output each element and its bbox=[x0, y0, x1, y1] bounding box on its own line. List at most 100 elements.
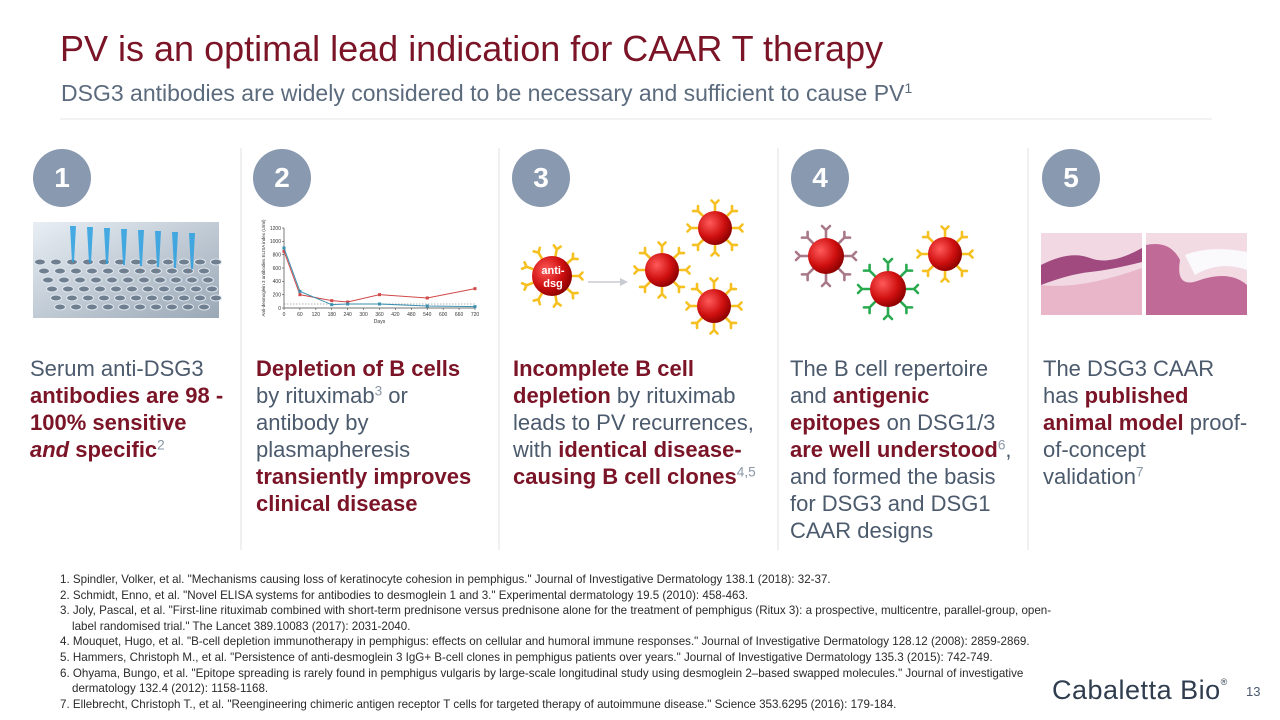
data-point bbox=[330, 299, 334, 303]
antibody bbox=[552, 244, 563, 258]
antibody bbox=[921, 264, 935, 278]
antibody bbox=[520, 281, 535, 292]
antibody bbox=[899, 263, 914, 278]
data-point bbox=[378, 302, 381, 306]
well bbox=[138, 276, 150, 284]
b-cell bbox=[808, 238, 844, 274]
x-tick-label: 600 bbox=[439, 312, 448, 318]
pipette-tip bbox=[87, 227, 93, 263]
data-point bbox=[473, 287, 477, 291]
antibody-diagram bbox=[520, 199, 974, 335]
footnote: 3. Joly, Pascal, et al. "First-line ritu… bbox=[60, 604, 1052, 633]
well bbox=[122, 276, 134, 284]
x-tick-label: 420 bbox=[391, 312, 400, 318]
antibody bbox=[686, 223, 700, 233]
antibody bbox=[710, 199, 720, 213]
well bbox=[178, 294, 190, 302]
step-number: 5 bbox=[1063, 162, 1079, 193]
footnote: 6. Ohyama, Bungo, et al. "Epitope spread… bbox=[60, 666, 1024, 696]
antibody bbox=[657, 285, 667, 299]
pipette-tip bbox=[104, 228, 110, 264]
reference: 2 bbox=[157, 437, 165, 453]
well bbox=[198, 303, 210, 311]
footnote: 4. Mouquet, Hugo, et al. "B-cell depleti… bbox=[60, 635, 1030, 649]
antibody bbox=[532, 246, 544, 260]
well bbox=[38, 267, 50, 275]
data-point bbox=[425, 304, 429, 308]
well bbox=[150, 303, 162, 311]
antibody bbox=[566, 252, 579, 265]
logo: Cabaletta Bio® bbox=[1052, 675, 1228, 706]
well bbox=[202, 276, 214, 284]
antibody bbox=[820, 224, 832, 240]
well bbox=[130, 294, 142, 302]
antibody bbox=[724, 316, 738, 330]
antibody bbox=[862, 263, 877, 278]
well bbox=[46, 285, 58, 293]
well bbox=[146, 294, 158, 302]
b-cell bbox=[870, 271, 906, 307]
well bbox=[182, 267, 194, 275]
emphasis: published animal model bbox=[1043, 383, 1189, 435]
antibody bbox=[532, 292, 544, 306]
y-tick-label: 1200 bbox=[270, 226, 281, 232]
data-point bbox=[378, 293, 381, 297]
well bbox=[94, 285, 106, 293]
antibody bbox=[633, 265, 647, 275]
well bbox=[178, 258, 190, 266]
emphasis: Incomplete B cell depletion bbox=[513, 356, 694, 408]
well bbox=[118, 303, 130, 311]
data-point bbox=[298, 289, 302, 293]
footnotes: 1. Spindler, Volker, et al. "Mechanisms … bbox=[60, 572, 1070, 712]
antibody bbox=[709, 321, 719, 335]
well bbox=[170, 276, 182, 284]
mini-chart: 0 200 400 600 800 1000 1200 0 60 120 180 240 300 360 4… bbox=[261, 219, 479, 325]
antibody bbox=[657, 241, 667, 255]
pipette-tip bbox=[70, 226, 76, 262]
emphasis: identical disease-causing B cell clones bbox=[513, 437, 742, 489]
well bbox=[70, 303, 82, 311]
antibody bbox=[690, 316, 704, 330]
well bbox=[54, 267, 66, 275]
antibody bbox=[856, 283, 872, 295]
x-tick-label: 120 bbox=[312, 312, 321, 318]
data-point bbox=[330, 303, 334, 307]
antibody bbox=[724, 282, 738, 296]
well bbox=[58, 276, 70, 284]
text-run: Serum anti-DSG3 bbox=[30, 356, 204, 381]
text-run: on DSG1/3 bbox=[880, 410, 996, 435]
well bbox=[194, 258, 206, 266]
well bbox=[150, 267, 162, 275]
y-tick-label: 800 bbox=[273, 252, 282, 258]
emphasis: antibodies are 98 - 100% sensitive bbox=[30, 383, 224, 435]
emphasis: are well understood bbox=[790, 437, 998, 462]
antibody bbox=[940, 269, 950, 283]
b-cell bbox=[698, 211, 732, 245]
antibody bbox=[904, 283, 920, 295]
y-tick-label: 1000 bbox=[270, 239, 281, 245]
b-cell bbox=[928, 237, 962, 271]
well bbox=[86, 267, 98, 275]
cell-label: anti-dsg bbox=[532, 265, 574, 291]
antibody bbox=[882, 257, 894, 273]
well-plate-photo bbox=[33, 222, 222, 318]
footnote: 1. Spindler, Volker, et al. "Mechanisms … bbox=[60, 573, 831, 586]
b-cell bbox=[697, 289, 731, 323]
text-run: The DSG3 CAAR has bbox=[1043, 356, 1215, 408]
text-run: , and formed the basis for DSG3 and DSG1… bbox=[790, 437, 1012, 543]
antibody bbox=[672, 280, 686, 294]
subtitle-text: DSG3 antibodies are widely considered to… bbox=[61, 80, 905, 106]
well bbox=[110, 285, 122, 293]
antibody bbox=[882, 305, 894, 321]
data-line bbox=[283, 247, 476, 308]
well bbox=[102, 303, 114, 311]
x-tick-label: 240 bbox=[343, 312, 352, 318]
data-point bbox=[298, 293, 302, 297]
well bbox=[162, 294, 174, 302]
well bbox=[166, 267, 178, 275]
reference: 3 bbox=[374, 383, 383, 399]
well bbox=[82, 258, 94, 266]
antibody bbox=[820, 272, 832, 288]
well bbox=[162, 258, 174, 266]
